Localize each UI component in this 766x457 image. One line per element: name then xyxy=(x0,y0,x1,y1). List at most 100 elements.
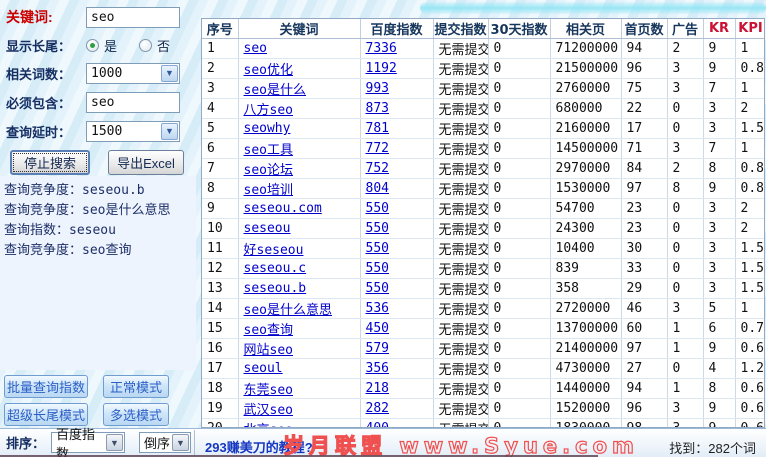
table-cell: 550 xyxy=(360,238,434,259)
baidu-index-link[interactable]: 550 xyxy=(365,221,389,236)
baidu-index-link[interactable]: 550 xyxy=(365,241,389,256)
table-cell: 9 xyxy=(703,418,736,427)
multi-select-mode-button[interactable]: 多选模式 xyxy=(103,403,169,426)
keyword-link[interactable]: 东莞seo xyxy=(243,383,293,398)
baidu-index-link[interactable]: 1192 xyxy=(365,61,397,76)
table-cell: 3 xyxy=(667,398,704,419)
keyword-link[interactable]: seseou xyxy=(243,221,291,236)
table-row: 11 好seseou 550 无需提交 0 10400 30 0 3 1.5 xyxy=(202,238,764,259)
table-cell: 好seseou xyxy=(238,238,361,259)
table-cell: 358 xyxy=(550,278,622,299)
keyword-link[interactable]: 武汉seo xyxy=(243,403,293,418)
baidu-index-link[interactable]: 993 xyxy=(365,81,389,96)
table-cell: 282 xyxy=(360,398,434,419)
keyword-link[interactable]: seo是什么意思 xyxy=(243,303,332,318)
table-cell: 0.6 xyxy=(735,418,764,427)
longtail-yes-radio[interactable]: 是 xyxy=(86,36,117,55)
sort-field-value: 百度指数 xyxy=(56,426,96,457)
table-cell: 75 xyxy=(621,78,668,99)
keyword-link[interactable]: seseou.com xyxy=(243,201,322,216)
keyword-link[interactable]: seseou.b xyxy=(243,281,307,296)
sort-order-select[interactable]: 倒序 ▼ xyxy=(139,432,192,453)
normal-mode-button[interactable]: 正常模式 xyxy=(103,375,169,398)
table-cell: 356 xyxy=(360,358,434,379)
keyword-link[interactable]: seowhy xyxy=(243,121,291,136)
column-header[interactable]: KPI xyxy=(735,19,764,39)
column-header[interactable]: 提交指数 xyxy=(433,19,489,39)
baidu-index-link[interactable]: 752 xyxy=(365,161,389,176)
batch-query-index-button[interactable]: 批量查询指数 xyxy=(4,375,88,398)
baidu-index-link[interactable]: 772 xyxy=(365,141,389,156)
column-header[interactable]: KR xyxy=(703,19,736,39)
table-cell: 17 xyxy=(621,118,668,139)
chevron-down-icon[interactable]: ▼ xyxy=(106,434,124,451)
baidu-index-link[interactable]: 536 xyxy=(365,301,389,316)
must-include-input[interactable] xyxy=(86,91,180,113)
longtail-no-radio[interactable]: 否 xyxy=(139,36,170,55)
keyword-link[interactable]: seo工具 xyxy=(243,143,293,158)
table-cell: 21500000 xyxy=(550,58,622,79)
column-header[interactable]: 广告 xyxy=(667,19,704,39)
baidu-index-link[interactable]: 579 xyxy=(365,341,389,356)
keyword-link[interactable]: seseou.c xyxy=(243,261,307,276)
baidu-index-link[interactable]: 550 xyxy=(365,261,389,276)
baidu-index-link[interactable]: 450 xyxy=(365,321,389,336)
keyword-link[interactable]: seoul xyxy=(243,361,283,376)
baidu-index-link[interactable]: 7336 xyxy=(365,41,397,56)
keyword-link[interactable]: seo xyxy=(243,41,267,56)
table-cell: 0 xyxy=(667,258,704,279)
export-excel-button[interactable]: 导出Excel xyxy=(108,150,184,175)
table-cell: 无需提交 xyxy=(433,58,489,79)
baidu-index-link[interactable]: 873 xyxy=(365,101,389,116)
table-cell: 0.8 xyxy=(735,158,764,179)
baidu-index-link[interactable]: 781 xyxy=(365,121,389,136)
keyword-link[interactable]: 八方seo xyxy=(243,103,293,118)
table-cell: 5 xyxy=(703,298,736,319)
stop-search-button[interactable]: 停止搜索 xyxy=(10,150,90,175)
keyword-link[interactable]: seo优化 xyxy=(243,63,293,78)
related-count-select[interactable]: 1000 ▼ xyxy=(86,62,180,84)
keyword-link[interactable]: seo论坛 xyxy=(243,163,293,178)
column-header[interactable]: 百度指数 xyxy=(360,19,434,39)
table-cell: 1520000 xyxy=(550,398,622,419)
table-cell: 579 xyxy=(360,338,434,359)
baidu-index-link[interactable]: 356 xyxy=(365,361,389,376)
promo-link[interactable]: 293赚美刀的教程? xyxy=(205,440,313,455)
baidu-index-link[interactable]: 282 xyxy=(365,401,389,416)
keyword-link[interactable]: 北京seo xyxy=(244,423,293,427)
table-cell: 1 xyxy=(202,38,239,59)
keyword-link[interactable]: seo培训 xyxy=(243,183,293,198)
table-cell: 30 xyxy=(621,238,668,259)
column-header[interactable]: 序号 xyxy=(202,19,239,39)
column-header[interactable]: 首页数 xyxy=(621,19,668,39)
chevron-down-icon[interactable]: ▼ xyxy=(161,64,178,82)
keyword-input[interactable] xyxy=(86,6,180,28)
baidu-index-link[interactable]: 550 xyxy=(365,281,389,296)
baidu-index-link[interactable]: 550 xyxy=(365,201,389,216)
baidu-index-link[interactable]: 218 xyxy=(365,381,389,396)
chevron-down-icon[interactable]: ▼ xyxy=(161,122,178,140)
column-header[interactable]: 30天指数 xyxy=(488,19,551,39)
chevron-down-icon[interactable]: ▼ xyxy=(172,434,190,451)
keyword-link[interactable]: seo是什么 xyxy=(243,83,306,98)
delay-select[interactable]: 1500 ▼ xyxy=(86,120,180,142)
table-cell: 0 xyxy=(488,138,551,159)
keyword-link[interactable]: seo查询 xyxy=(243,323,293,338)
baidu-index-link[interactable]: 400 xyxy=(366,421,389,427)
table-cell: 3 xyxy=(202,78,239,99)
keyword-link[interactable]: 网站seo xyxy=(243,343,293,358)
sort-field-select[interactable]: 百度指数 ▼ xyxy=(51,427,126,457)
table-cell: 无需提交 xyxy=(433,38,489,59)
table-cell: 22 xyxy=(621,98,668,119)
baidu-index-link[interactable]: 804 xyxy=(365,181,389,196)
longtail-row: 显示长尾： 是 否 xyxy=(6,34,192,56)
table-cell: 无需提交 xyxy=(433,318,489,339)
column-header[interactable]: 相关页 xyxy=(550,19,622,39)
keyword-link[interactable]: 好seseou xyxy=(243,243,304,258)
table-cell: 993 xyxy=(360,78,434,99)
column-header[interactable]: 关键词 xyxy=(238,19,361,39)
table-cell: seo工具 xyxy=(238,138,361,159)
super-longtail-mode-button[interactable]: 超级长尾模式 xyxy=(4,403,88,426)
table-cell: 无需提交 xyxy=(433,78,489,99)
table-cell: 873 xyxy=(360,98,434,119)
